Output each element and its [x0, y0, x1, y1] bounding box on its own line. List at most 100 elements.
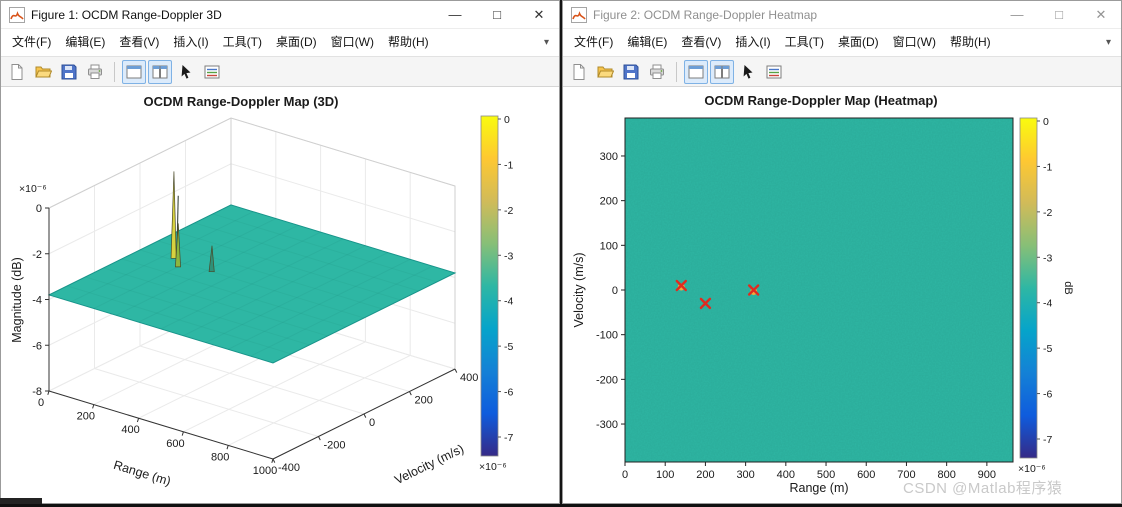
menu-item-edit[interactable]: 编辑(E): [65, 35, 106, 49]
toolbar: [563, 57, 1121, 87]
menu-item-tools[interactable]: 工具(T): [222, 35, 262, 49]
svg-text:0: 0: [612, 285, 618, 297]
menu-item-desktop[interactable]: 桌面(D): [837, 35, 879, 49]
save-icon[interactable]: [57, 60, 81, 84]
titlebar: Figure 1: OCDM Range-Doppler 3D — □ ✕: [1, 1, 559, 29]
svg-text:0: 0: [1043, 116, 1049, 128]
svg-text:-3: -3: [504, 250, 513, 262]
titlebar: Figure 2: OCDM Range-Doppler Heatmap — □…: [563, 1, 1121, 29]
svg-text:700: 700: [897, 469, 915, 481]
menu-item-view[interactable]: 查看(V): [119, 35, 160, 49]
matlab-figure-icon: [571, 6, 587, 23]
colorbar: 0 -1 -2 -3 -4 -5 -6 -7 ×10⁻⁶: [479, 114, 513, 473]
svg-text:400: 400: [460, 372, 478, 384]
svg-text:0: 0: [504, 114, 510, 126]
maximize-button[interactable]: □: [1055, 6, 1063, 22]
menu-item-window[interactable]: 窗口(W): [330, 35, 374, 49]
screen-edge: [0, 498, 42, 507]
svg-text:-6: -6: [32, 340, 42, 352]
svg-text:-300: -300: [596, 419, 618, 431]
svg-text:-2: -2: [32, 249, 42, 261]
menu-overflow-chevron-icon[interactable]: ▾: [543, 37, 549, 48]
menubar: 文件(F) 编辑(E) 查看(V) 插入(I) 工具(T) 桌面(D) 窗口(W) 帮助(H)…: [1, 29, 559, 57]
svg-text:200: 200: [77, 411, 95, 423]
figure-area: 0 100 200 300 400 500 600 700 800 900 300 200 100 0 -1…: [563, 87, 1121, 503]
svg-text:200: 200: [696, 469, 714, 481]
window-title: Figure 1: OCDM Range-Doppler 3D: [31, 7, 222, 22]
view-docked-icon[interactable]: [122, 59, 146, 84]
svg-text:Velocity (m/s): Velocity (m/s): [572, 252, 586, 327]
svg-text:-100: -100: [596, 330, 618, 342]
svg-text:0: 0: [622, 469, 628, 481]
svg-text:800: 800: [937, 469, 955, 481]
svg-text:-1: -1: [1043, 161, 1052, 173]
pointer-icon[interactable]: [174, 60, 198, 84]
svg-text:-3: -3: [1043, 252, 1052, 264]
svg-text:200: 200: [415, 395, 433, 407]
svg-text:800: 800: [211, 451, 229, 463]
menubar: 文件(F) 编辑(E) 查看(V) 插入(I) 工具(T) 桌面(D) 窗口(W) 帮助(H)…: [563, 29, 1121, 57]
svg-text:500: 500: [817, 469, 835, 481]
plot-title: OCDM Range-Doppler Map (Heatmap): [704, 93, 937, 108]
svg-text:-4: -4: [504, 296, 513, 308]
axes-heatmap: 0 100 200 300 400 500 600 700 800 900 300 200 100 0 -1…: [572, 117, 1014, 495]
pointer-icon[interactable]: [736, 60, 760, 84]
figure-area: 0 200 400 600 800 1000 -400 -200 0 200 400 0 -2 -4 -6 -…: [1, 87, 559, 503]
svg-text:×10⁻⁶: ×10⁻⁶: [479, 461, 507, 473]
svg-text:Range (m): Range (m): [112, 458, 173, 489]
menu-item-edit[interactable]: 编辑(E): [627, 35, 668, 49]
menu-item-file[interactable]: 文件(F): [574, 35, 614, 49]
heatmap-surface: [625, 118, 1013, 462]
svg-text:-7: -7: [1043, 434, 1052, 446]
svg-text:-6: -6: [504, 387, 513, 399]
plot-browser-icon[interactable]: [762, 60, 786, 84]
menu-item-tools[interactable]: 工具(T): [784, 35, 824, 49]
toolbar-separator: [676, 61, 677, 82]
svg-text:400: 400: [121, 424, 139, 436]
svg-text:-200: -200: [596, 374, 618, 386]
open-file-icon[interactable]: [31, 60, 55, 84]
save-icon[interactable]: [619, 60, 643, 84]
target-markers: [675, 279, 760, 310]
svg-text:-200: -200: [324, 440, 346, 452]
view-split-icon[interactable]: [148, 59, 172, 84]
svg-text:×10⁻⁶: ×10⁻⁶: [19, 183, 47, 195]
svg-text:0: 0: [36, 203, 42, 215]
view-docked-icon[interactable]: [684, 59, 708, 84]
svg-text:Range (m): Range (m): [789, 481, 848, 495]
menu-item-file[interactable]: 文件(F): [12, 35, 52, 49]
watermark: CSDN @Matlab程序猿: [903, 480, 1063, 497]
svg-text:-6: -6: [1043, 389, 1052, 401]
menu-item-window[interactable]: 窗口(W): [892, 35, 936, 49]
svg-text:dB: dB: [1062, 281, 1074, 294]
menu-item-view[interactable]: 查看(V): [681, 35, 722, 49]
figure2-window: Figure 2: OCDM Range-Doppler Heatmap — □…: [562, 0, 1122, 504]
svg-text:300: 300: [736, 469, 754, 481]
menu-item-desktop[interactable]: 桌面(D): [275, 35, 317, 49]
plot-browser-icon[interactable]: [200, 60, 224, 84]
svg-text:-7: -7: [504, 432, 513, 444]
new-file-icon[interactable]: [5, 60, 29, 84]
menu-item-help[interactable]: 帮助(H): [949, 35, 991, 49]
svg-text:1000: 1000: [253, 465, 277, 477]
minimize-button[interactable]: —: [1010, 6, 1024, 22]
svg-text:0: 0: [369, 417, 375, 429]
view-split-icon[interactable]: [710, 59, 734, 84]
svg-text:-1: -1: [504, 159, 513, 171]
menu-overflow-chevron-icon[interactable]: ▾: [1105, 37, 1111, 48]
svg-text:-2: -2: [1043, 207, 1052, 219]
print-icon[interactable]: [83, 60, 107, 84]
menu-item-help[interactable]: 帮助(H): [387, 35, 429, 49]
new-file-icon[interactable]: [567, 60, 591, 84]
svg-text:-5: -5: [504, 341, 513, 353]
minimize-button[interactable]: —: [448, 6, 462, 22]
maximize-button[interactable]: □: [493, 6, 501, 22]
close-button[interactable]: ✕: [1095, 6, 1107, 22]
menu-item-insert[interactable]: 插入(I): [735, 35, 771, 49]
open-file-icon[interactable]: [593, 60, 617, 84]
print-icon[interactable]: [645, 60, 669, 84]
menu-item-insert[interactable]: 插入(I): [173, 35, 209, 49]
svg-text:900: 900: [978, 469, 996, 481]
svg-text:100: 100: [600, 240, 618, 252]
close-button[interactable]: ✕: [533, 6, 545, 22]
